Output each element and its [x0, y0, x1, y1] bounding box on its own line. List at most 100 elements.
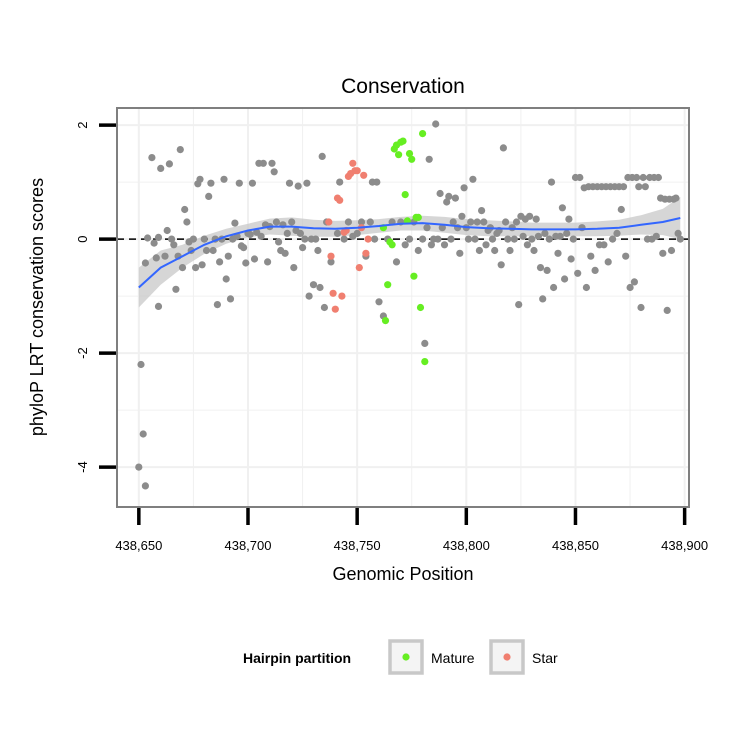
data-point-other — [482, 241, 490, 249]
legend-label-mature: Mature — [431, 650, 475, 666]
data-point-other — [231, 219, 239, 227]
data-point-other — [257, 232, 265, 240]
data-point-mature — [414, 213, 422, 221]
data-point-other — [357, 218, 366, 226]
data-point-other — [250, 255, 259, 263]
data-point-other — [554, 249, 562, 257]
data-point-other — [458, 212, 466, 220]
data-point-other — [172, 285, 180, 293]
legend: Hairpin partition Mature Star — [243, 639, 558, 675]
data-point-other — [235, 179, 243, 187]
data-point-other — [523, 241, 532, 249]
data-point-other — [200, 235, 208, 243]
data-point-other — [447, 235, 455, 243]
data-point-other — [248, 179, 256, 187]
y-tick-label: 0 — [75, 235, 90, 242]
data-point-other — [216, 258, 224, 266]
data-point-other — [240, 244, 248, 252]
data-point-other — [582, 283, 591, 292]
data-point-other — [528, 235, 536, 243]
data-point-other — [626, 283, 634, 292]
data-point-star — [355, 264, 363, 272]
data-point-star — [362, 249, 370, 257]
data-point-other — [327, 258, 335, 266]
legend-title: Hairpin partition — [243, 650, 351, 666]
data-point-other — [440, 241, 449, 249]
data-point-other — [320, 303, 328, 312]
data-point-other — [152, 254, 160, 262]
data-point-other — [226, 295, 235, 303]
legend-marker-mature — [402, 653, 410, 661]
data-point-other — [438, 224, 446, 232]
data-point-other — [532, 215, 540, 223]
data-point-mature — [405, 150, 414, 158]
data-point-other — [161, 252, 169, 260]
panel-border-rect — [116, 107, 690, 508]
data-point-other — [427, 241, 435, 249]
data-point-other — [617, 205, 625, 214]
data-point-other — [246, 230, 254, 239]
data-point-other — [460, 184, 468, 192]
data-point-other — [165, 160, 173, 168]
data-point-other — [499, 144, 507, 152]
legend-label-star: Star — [532, 650, 558, 666]
data-point-other — [157, 164, 165, 172]
data-point-mature — [416, 303, 425, 312]
x-tick-label: 438,800 — [443, 538, 490, 553]
data-point-other — [633, 173, 641, 182]
data-point-other — [294, 182, 302, 190]
data-point-other — [220, 175, 228, 183]
data-point-star — [338, 292, 346, 300]
data-point-other — [423, 224, 431, 232]
data-point-mature — [399, 137, 407, 145]
data-point-other — [526, 212, 534, 220]
data-point-other — [268, 159, 276, 167]
data-point-other — [401, 241, 409, 249]
data-point-other — [198, 261, 206, 269]
data-point-other — [565, 215, 573, 223]
data-point-mature — [401, 191, 409, 199]
data-point-other — [333, 229, 342, 237]
data-point-other — [301, 235, 309, 243]
data-point-other — [168, 235, 176, 243]
data-point-star — [364, 235, 372, 243]
data-point-other — [353, 229, 361, 237]
data-point-other — [318, 152, 326, 160]
data-point-other — [209, 246, 217, 255]
data-point-other — [222, 275, 230, 283]
plot-panel — [117, 108, 689, 507]
data-point-other — [667, 246, 676, 255]
data-point-other — [436, 189, 444, 198]
data-point-other — [259, 159, 267, 167]
data-point-other — [405, 235, 414, 243]
data-point-other — [419, 235, 427, 243]
data-point-other — [421, 339, 429, 347]
data-point-other — [480, 218, 488, 226]
data-point-other — [561, 275, 569, 283]
data-point-other — [144, 234, 152, 242]
x-tick-label: 438,850 — [552, 538, 599, 553]
data-point-other — [283, 229, 291, 237]
smooth-line-path — [138, 217, 681, 289]
data-point-star — [329, 289, 337, 297]
data-point-other — [654, 173, 663, 182]
panel-background — [117, 108, 689, 507]
data-point-mature — [408, 155, 416, 163]
data-point-other — [137, 360, 145, 369]
data-point-other — [659, 249, 667, 257]
data-point-other — [508, 224, 516, 232]
data-point-other — [443, 198, 451, 206]
data-point-other — [141, 482, 149, 490]
y-tick-label: 2 — [75, 121, 90, 128]
data-point-other — [242, 259, 250, 267]
data-point-other — [567, 255, 575, 263]
data-point-other — [366, 218, 374, 226]
data-point-other — [141, 259, 149, 267]
data-point-other — [569, 235, 577, 243]
data-point-other — [478, 207, 486, 215]
data-point-other — [519, 232, 527, 240]
data-points — [135, 120, 684, 490]
data-point-mature — [395, 151, 403, 159]
data-point-other — [536, 264, 545, 272]
